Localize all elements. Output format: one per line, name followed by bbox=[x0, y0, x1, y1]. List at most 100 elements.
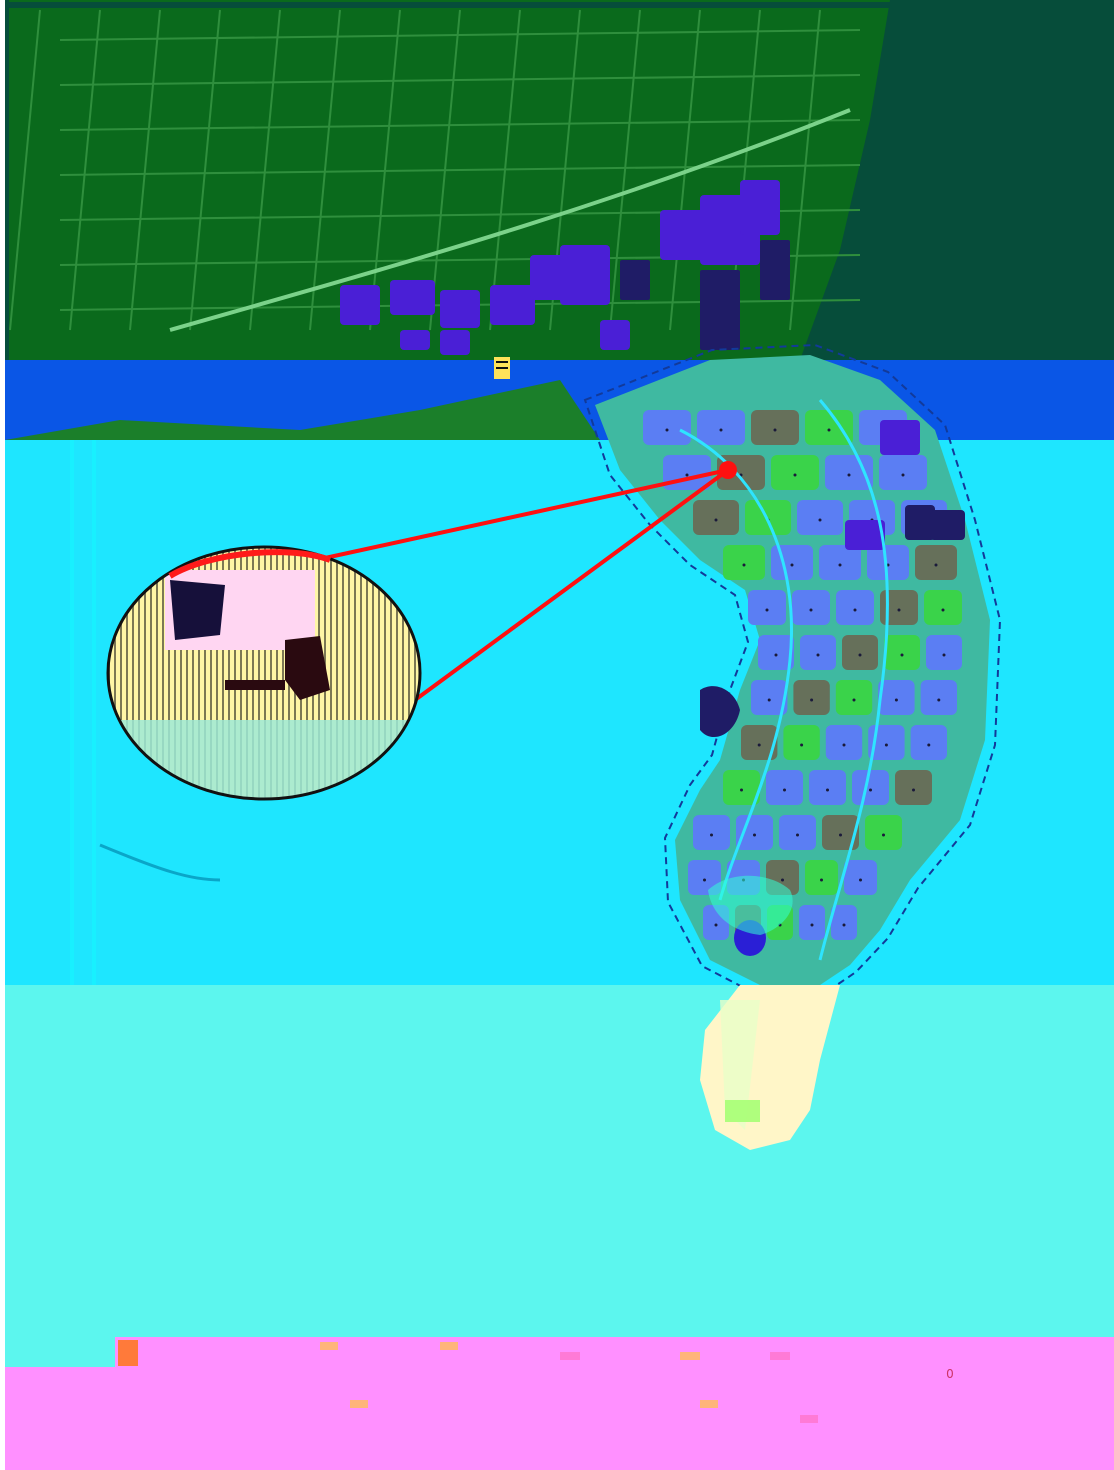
district-block bbox=[867, 545, 909, 580]
block-marker bbox=[852, 698, 856, 702]
street-line bbox=[9, 9, 41, 331]
legend-swatch bbox=[700, 1400, 718, 1408]
open-sea bbox=[800, 0, 1114, 360]
block-marker bbox=[810, 923, 814, 927]
block-marker bbox=[901, 473, 905, 477]
island-development bbox=[583, 343, 1002, 996]
dark-islet bbox=[700, 686, 740, 738]
block-marker bbox=[809, 608, 813, 612]
block-marker bbox=[820, 878, 823, 882]
district-block bbox=[835, 680, 873, 715]
district-block bbox=[884, 635, 920, 670]
district-block bbox=[844, 860, 877, 895]
district-block bbox=[865, 815, 902, 850]
street-line bbox=[249, 9, 281, 331]
coastal-road bbox=[169, 108, 851, 332]
district-block bbox=[842, 635, 878, 670]
zoom-dark-block bbox=[170, 580, 225, 640]
block-marker bbox=[882, 833, 885, 837]
district-block bbox=[819, 545, 861, 580]
district-block bbox=[809, 770, 846, 805]
north-arrow-line-2 bbox=[496, 367, 508, 369]
street-line bbox=[59, 119, 861, 131]
block-marker bbox=[827, 428, 831, 432]
district-block bbox=[779, 815, 816, 850]
legend-swatch bbox=[118, 1340, 138, 1366]
purple-block bbox=[600, 320, 630, 350]
block-marker bbox=[703, 878, 706, 882]
lagoon-channel bbox=[99, 843, 221, 882]
district-block bbox=[766, 770, 803, 805]
purple-block bbox=[560, 245, 610, 305]
block-marker bbox=[897, 608, 901, 612]
block-marker bbox=[714, 518, 718, 522]
legend-swatch bbox=[440, 1342, 458, 1350]
district-block bbox=[793, 680, 830, 715]
district-block bbox=[800, 635, 836, 670]
street-line bbox=[69, 9, 101, 331]
block-marker bbox=[869, 788, 872, 792]
callout-pin-icon bbox=[719, 461, 737, 479]
coastline bbox=[5, 360, 1114, 440]
block-marker bbox=[847, 473, 851, 477]
street-line bbox=[309, 9, 341, 331]
purple-block bbox=[490, 285, 535, 325]
block-marker bbox=[774, 653, 778, 657]
block-marker bbox=[927, 743, 931, 747]
coast-shelf bbox=[5, 380, 600, 440]
district-block bbox=[879, 455, 927, 490]
district-block bbox=[880, 590, 918, 625]
block-marker bbox=[839, 833, 842, 837]
legend-swatch bbox=[800, 1415, 818, 1423]
purple-block bbox=[530, 255, 565, 300]
district-block bbox=[693, 815, 730, 850]
purple-block bbox=[400, 330, 430, 350]
accent-block bbox=[905, 505, 935, 540]
district-block bbox=[741, 725, 778, 760]
district-block bbox=[797, 500, 843, 535]
district-block bbox=[663, 455, 711, 490]
purple-block bbox=[660, 210, 705, 260]
park-lake bbox=[708, 875, 793, 935]
legend-swatch bbox=[350, 1400, 368, 1408]
block-marker bbox=[740, 788, 743, 792]
block-marker bbox=[838, 563, 842, 567]
block-marker bbox=[937, 698, 941, 702]
district-block bbox=[805, 410, 853, 445]
block-marker bbox=[742, 563, 746, 567]
zoom-building bbox=[285, 636, 330, 700]
block-marker bbox=[800, 743, 804, 747]
district-block bbox=[915, 545, 957, 580]
district-block bbox=[771, 545, 813, 580]
district-block bbox=[751, 680, 788, 715]
block-marker bbox=[894, 698, 898, 702]
block-marker bbox=[796, 833, 799, 837]
map-top-border bbox=[5, 2, 1114, 8]
district-block bbox=[771, 455, 819, 490]
north-arrow-line-1 bbox=[496, 361, 508, 363]
district-block bbox=[831, 905, 857, 940]
purple-block bbox=[390, 280, 435, 315]
district-blocks bbox=[643, 410, 965, 940]
legend-background bbox=[5, 1337, 1114, 1470]
district-block bbox=[825, 725, 863, 760]
block-marker bbox=[858, 653, 862, 657]
legend: 0 bbox=[5, 1337, 1114, 1470]
block-marker bbox=[884, 743, 888, 747]
district-block bbox=[924, 590, 962, 625]
district-block bbox=[836, 590, 874, 625]
district-block bbox=[868, 725, 905, 760]
block-marker bbox=[818, 518, 822, 522]
block-marker bbox=[790, 563, 794, 567]
block-marker bbox=[842, 743, 846, 747]
district-block bbox=[697, 410, 745, 445]
district-block bbox=[748, 590, 786, 625]
purple-block bbox=[740, 180, 780, 235]
district-block bbox=[805, 860, 838, 895]
legend-numeral: 0 bbox=[946, 1367, 954, 1381]
district-block bbox=[643, 410, 691, 445]
block-marker bbox=[767, 698, 771, 702]
street-line bbox=[129, 9, 161, 331]
street-line bbox=[609, 9, 641, 331]
district-block bbox=[783, 725, 820, 760]
